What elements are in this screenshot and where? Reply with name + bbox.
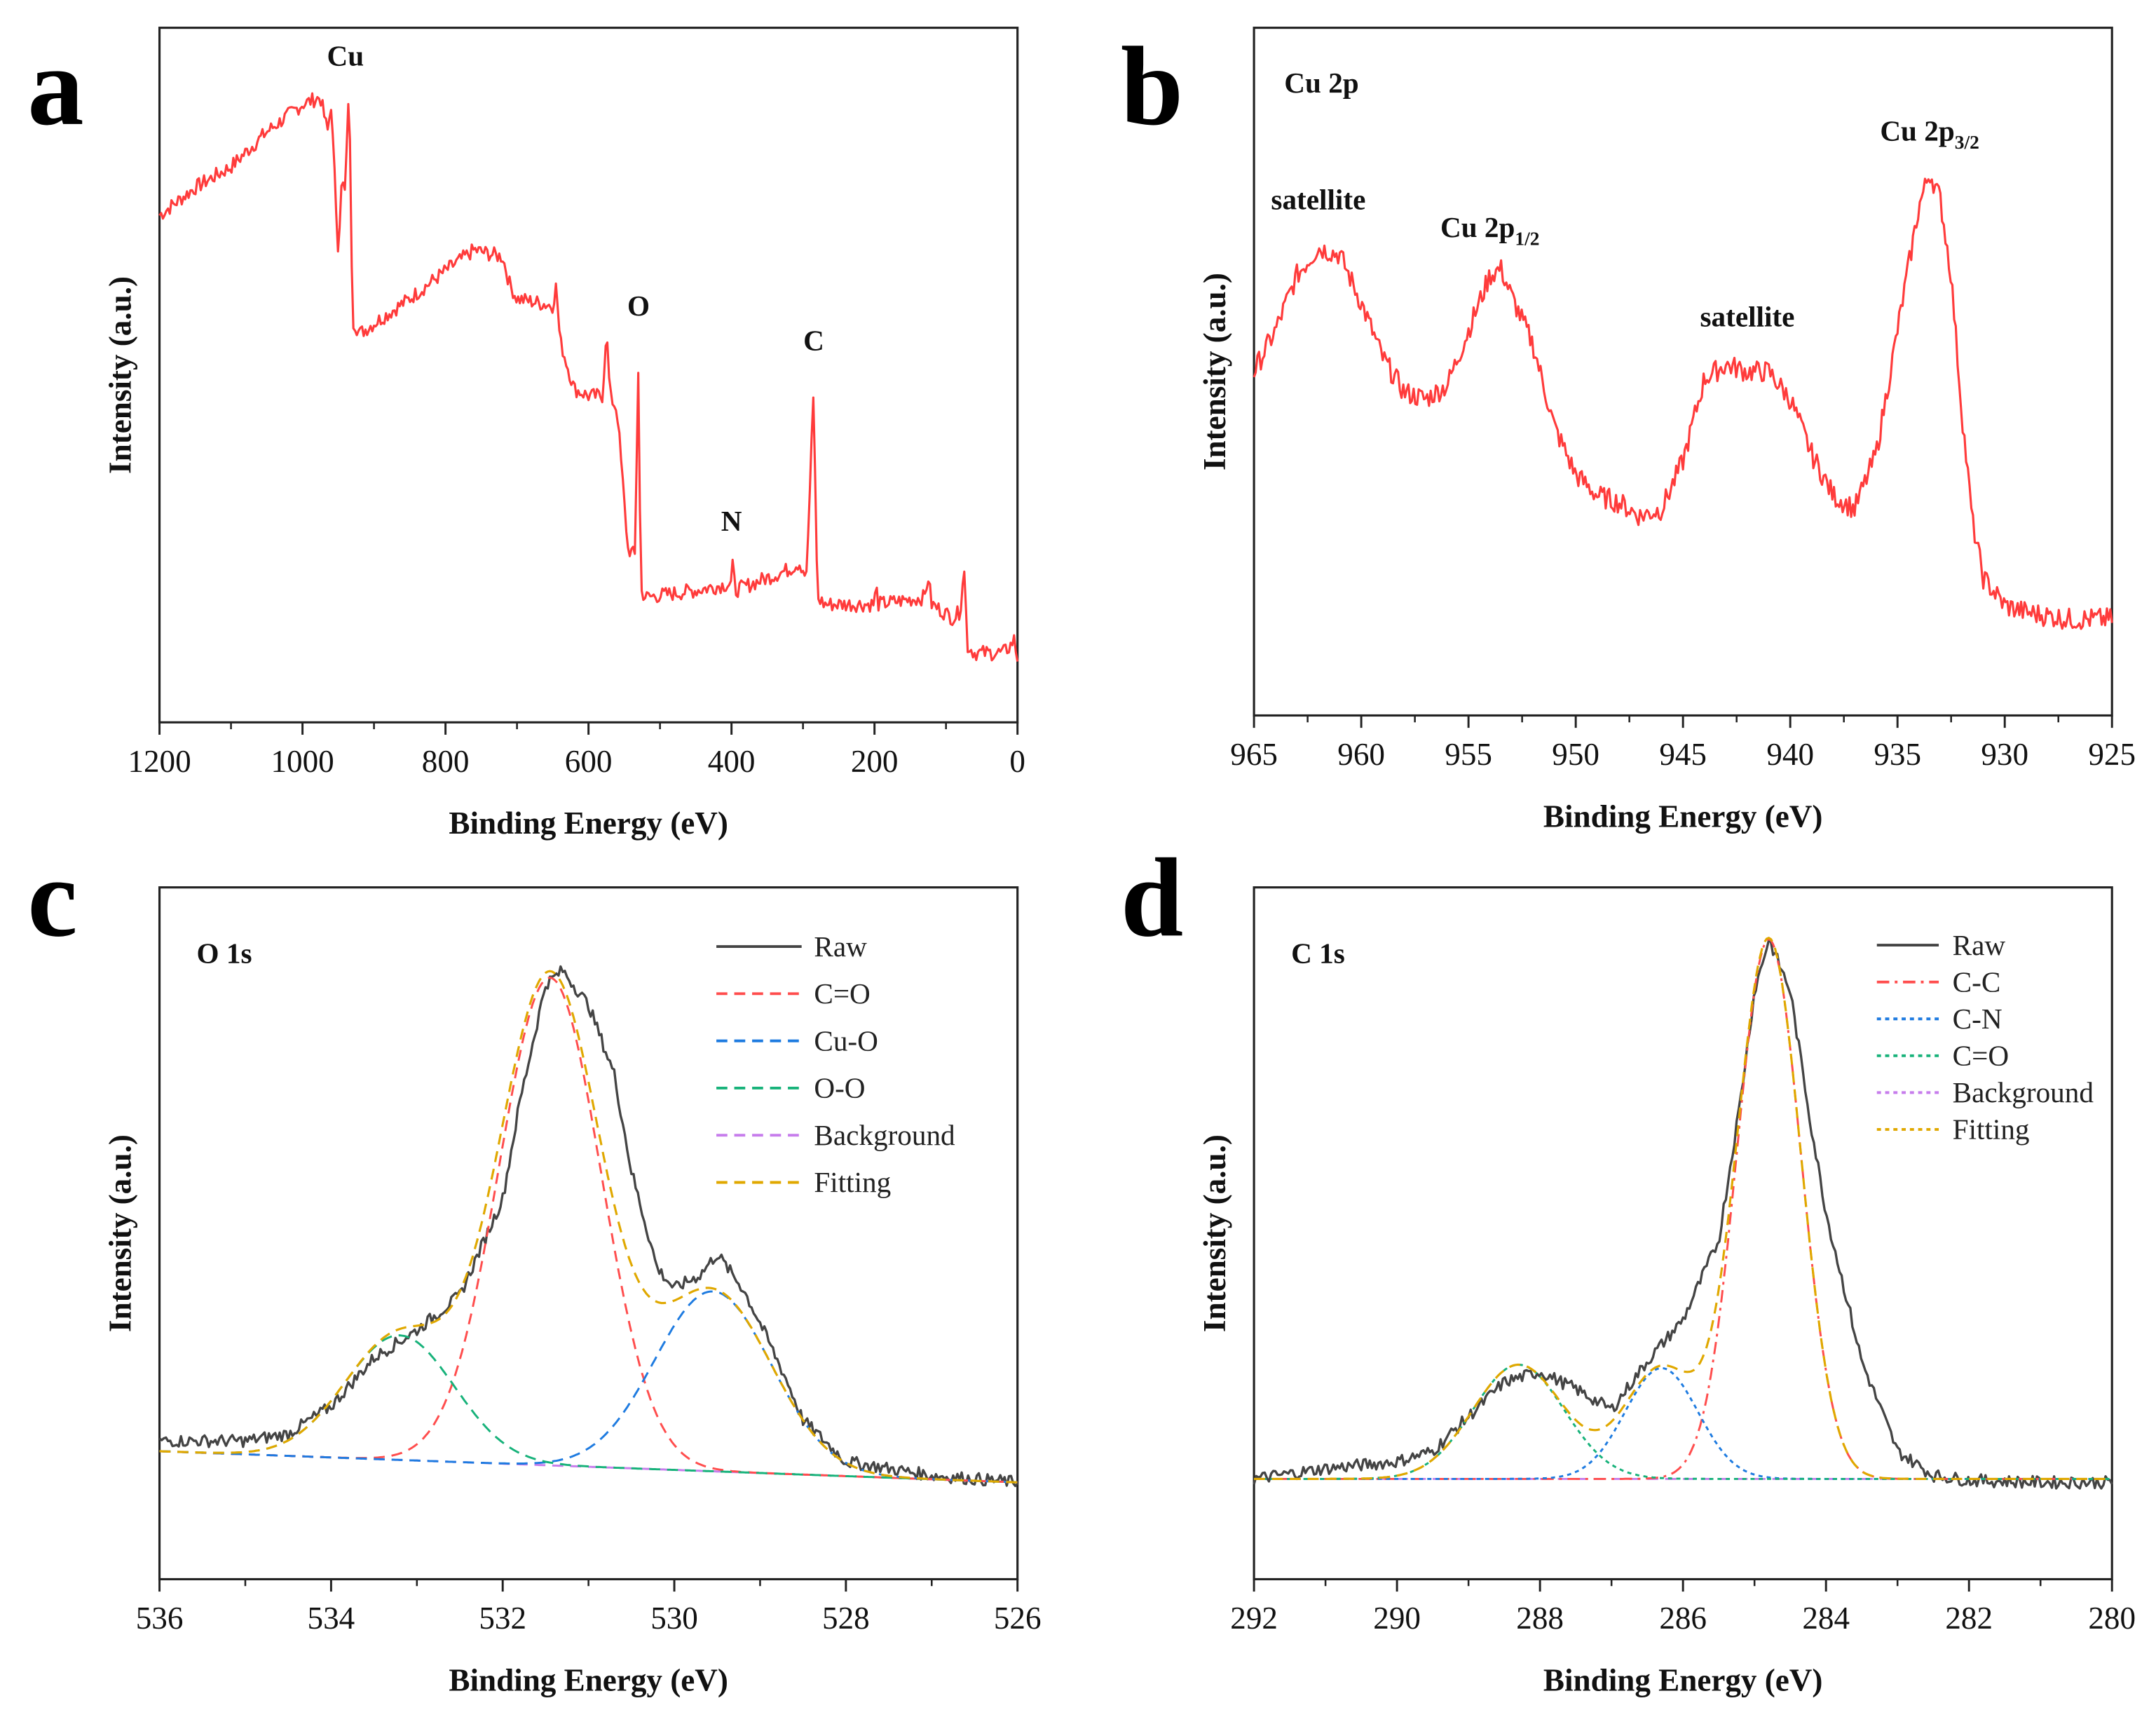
x-tick-label: 800	[422, 744, 470, 779]
x-tick-label: 945	[1659, 737, 1707, 772]
x-axis-title: Binding Energy (eV)	[1543, 799, 1823, 834]
legend-label: Raw	[1953, 929, 2006, 961]
panel-letter-d: d	[1121, 835, 1183, 960]
x-tick-label: 400	[708, 744, 756, 779]
legend-label: C=O	[814, 977, 870, 1010]
x-tick-label: 600	[565, 744, 613, 779]
panel-title: Cu 2p	[1284, 67, 1358, 99]
legend-label: Background	[1953, 1076, 2094, 1108]
x-tick-label: 290	[1373, 1601, 1421, 1636]
panel-letter-a: a	[27, 24, 83, 149]
x-tick-label: 280	[2088, 1601, 2136, 1636]
series-line-cu-2p	[1253, 177, 2113, 630]
legend-label: Background	[814, 1119, 955, 1151]
peak-label: Cu 2p1/2	[1440, 211, 1540, 250]
peak-label: satellite	[1700, 300, 1794, 332]
x-tick-label: 536	[136, 1601, 184, 1636]
panel-title: O 1s	[197, 937, 252, 970]
x-tick-label: 1000	[271, 744, 334, 779]
x-tick-label: 1200	[128, 744, 191, 779]
component-line-o-o	[159, 1334, 1018, 1484]
legend-label: C-N	[1953, 1003, 2003, 1035]
legend: Raw C-C C-N C=O Background Fitting	[1876, 929, 2094, 1146]
legend-label: Fitting	[1953, 1113, 2030, 1146]
x-tick-label: 284	[1802, 1601, 1850, 1636]
x-tick-label: 286	[1659, 1601, 1707, 1636]
panel-b: 965 960 955 950 945 940 935 930 925 Binding Energ…	[1197, 27, 2136, 834]
x-tick-label: 960	[1337, 737, 1385, 772]
x-axis-title: Binding Energy (eV)	[1543, 1662, 1823, 1697]
legend-label: Raw	[814, 930, 867, 963]
panel-a: 1200 1000 800 600 400 200 0 Binding Energy (eV)…	[102, 27, 1025, 841]
y-axis-title: Intensity (a.u.)	[1197, 1134, 1232, 1332]
legend-label: O-O	[814, 1072, 865, 1104]
component-line-c=o	[159, 976, 1018, 1484]
peak-label: Cu	[327, 39, 364, 72]
legend-label: Cu-O	[814, 1024, 878, 1057]
x-tick-label: 200	[851, 744, 899, 779]
x-tick-label: 288	[1516, 1601, 1564, 1636]
x-tick-label: 526	[994, 1601, 1042, 1636]
panel-letter-c: c	[27, 835, 77, 960]
peak-label: satellite	[1271, 184, 1365, 216]
x-tick-label: 530	[650, 1601, 698, 1636]
x-axis-title: Binding Energy (eV)	[449, 1662, 728, 1697]
y-axis-title: Intensity (a.u.)	[1197, 273, 1232, 470]
y-axis-title: Intensity (a.u.)	[102, 1134, 137, 1332]
plot-frame	[158, 27, 1019, 724]
x-tick-label: 965	[1230, 737, 1278, 772]
panel-title: C 1s	[1291, 937, 1345, 970]
x-axis-title: Binding Energy (eV)	[449, 806, 728, 841]
plot-frame	[1253, 27, 2113, 717]
x-tick-label: 528	[822, 1601, 870, 1636]
fitting-line	[159, 970, 1018, 1484]
peak-label-subscript: 3/2	[1955, 132, 1979, 153]
x-tick-label: 935	[1874, 737, 1921, 772]
panel-d: 292 290 288 286 284 282 280 Binding Energy (eV)…	[1197, 886, 2136, 1697]
x-tick-label: 930	[1981, 737, 2028, 772]
x-tick-label: 955	[1445, 737, 1492, 772]
panel-c: 536 534 532 530 528 526 Binding Energy (eV) Int…	[102, 886, 1042, 1697]
panel-letter-b: b	[1121, 24, 1183, 149]
raw-line	[158, 965, 1018, 1488]
legend-label: Fitting	[814, 1166, 891, 1198]
y-axis-title: Intensity (a.u.)	[102, 276, 137, 474]
peak-label-subscript: 1/2	[1515, 229, 1539, 250]
x-tick-label: 940	[1766, 737, 1814, 772]
x-tick-label: 292	[1230, 1601, 1278, 1636]
x-tick-label: 282	[1945, 1601, 1993, 1636]
x-tick-label: 534	[308, 1601, 355, 1636]
x-tick-label: 532	[479, 1601, 526, 1636]
peak-label: C	[803, 324, 824, 356]
x-tick-label: 950	[1552, 737, 1599, 772]
legend-label: C-C	[1953, 965, 2001, 998]
component-line-c-n	[1254, 1367, 2113, 1480]
component-line-cu-o	[159, 1290, 1018, 1484]
legend: Raw C=O Cu-O O-O Background Fitting	[716, 930, 955, 1198]
peak-label: O	[627, 290, 650, 322]
peak-label: Cu 2p3/2	[1880, 114, 1979, 153]
component-line-c=o	[1254, 1364, 2113, 1480]
x-tick-label: 925	[2088, 737, 2136, 772]
legend-label: C=O	[1953, 1040, 2009, 1072]
peak-label: N	[721, 505, 742, 537]
series-line-survey	[158, 92, 1019, 662]
x-tick-label: 0	[1009, 744, 1025, 779]
fitting-line	[1254, 937, 2113, 1481]
